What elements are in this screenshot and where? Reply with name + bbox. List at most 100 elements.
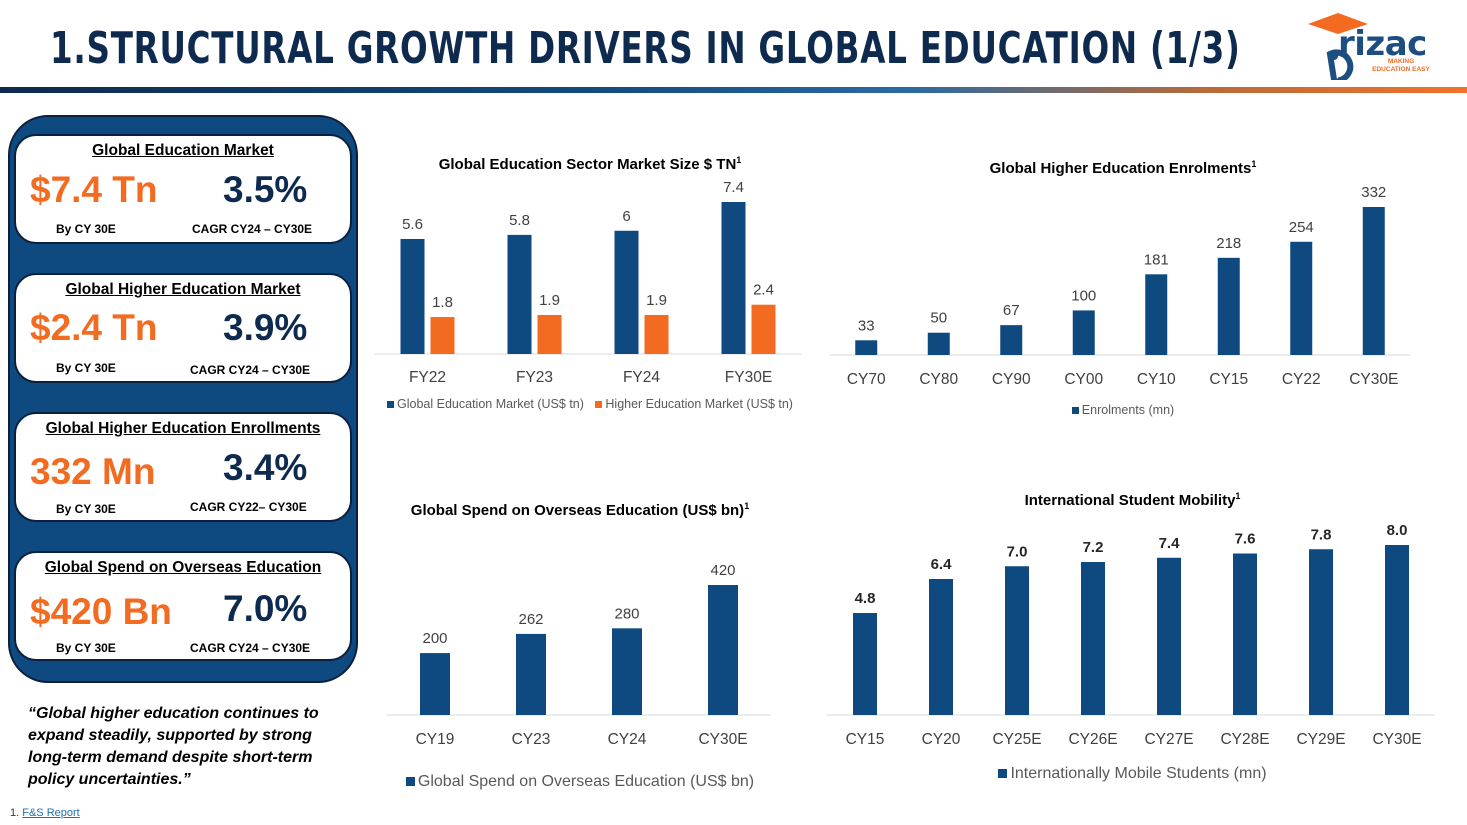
data-label: 5.8 [509,212,530,229]
legend-item: Global Education Market (US$ tn) [387,397,584,411]
category-tick-label: CY30E [1372,731,1421,748]
kpi-cagr: 3.5% [223,169,308,210]
company-logo: rizac MAKING EDUCATION EASY [1300,10,1450,94]
data-label: 7.4 [1159,535,1181,552]
data-label: 100 [1071,287,1096,304]
bar [400,238,425,354]
bar [1362,207,1385,355]
kpi-sub-right: CAGR CY24 – CY30E [190,641,311,655]
data-label: 4.8 [855,590,876,607]
kpi-card-higher-education-market: Global Higher Education Market $2.4 Tn 3… [14,273,352,383]
category-tick-label: CY25E [992,731,1041,748]
category-tick-label: CY27E [1144,731,1193,748]
category-tick-label: CY20 [922,731,961,748]
footnote-number: 1. [10,807,20,819]
legend-item: Higher Education Market (US$ tn) [595,397,793,411]
legend-item: Internationally Mobile Students (mn) [998,765,1267,782]
chart-title-footnote: 1 [1235,491,1241,501]
category-tick-label: FY30E [725,369,772,386]
chart-education-market-size: Global Education Sector Market Size $ TN… [370,148,810,428]
legend-label: Global Education Market (US$ tn) [397,397,584,411]
chart-title: Global Spend on Overseas Education (US$ … [385,496,775,521]
title-divider [0,87,1467,93]
kpi-title: Global Higher Education Enrollments [45,420,321,437]
data-label: 254 [1289,219,1314,236]
category-tick-label: CY00 [1064,371,1103,388]
bar [721,202,746,354]
bar [430,317,455,354]
category-tick-label: CY24 [608,731,647,748]
data-label: 1.9 [539,292,560,309]
kpi-title: Global Spend on Overseas Education [44,559,322,576]
kpi-sub-right: CAGR CY24 – CY30E [192,222,313,236]
data-label: 262 [518,611,543,628]
logo-tagline-line2: EDUCATION EASY [1372,66,1430,73]
category-tick-label: CY90 [992,371,1031,388]
chart-higher-education-enrolments: Global Higher Education Enrolments1 33 CY… [828,152,1418,427]
category-tick-label: CY22 [1282,371,1321,388]
category-tick-label: CY19 [416,731,455,748]
category-tick-label: CY28E [1220,731,1269,748]
kpi-value: 332 Mn [30,451,156,492]
kpi-value: $420 Bn [30,591,172,632]
data-label: 200 [422,630,447,647]
data-label: 7.8 [1311,526,1332,543]
footnote-source-link[interactable]: F&S Report [22,807,80,819]
legend-swatch [595,401,603,408]
logo-tagline: MAKING EDUCATION EASY [1366,58,1436,74]
kpi-card-education-market: Global Education Market $7.4 Tn 3.5% By … [14,134,352,244]
bar [537,314,562,354]
bar [708,585,738,715]
category-tick-label: CY30E [1349,371,1398,388]
data-label: 332 [1361,184,1386,201]
logo-tagline-line1: MAKING [1387,58,1415,65]
category-tick-label: CY23 [512,731,551,748]
legend-label: Enrolments (mn) [1081,403,1175,417]
kpi-sub-left: By CY 30E [56,641,116,655]
page-title: 1.STRUCTURAL GROWTH DRIVERS IN GLOBAL ED… [50,23,1241,74]
bar [1385,545,1409,715]
chart-student-mobility: International Student Mobility1 4.8 CY15 6… [825,484,1440,789]
kpi-cagr: 3.9% [223,307,308,348]
legend-swatch [405,777,415,786]
data-label: 7.4 [723,179,744,196]
kpi-cagr: 7.0% [223,588,308,629]
bar [507,234,532,354]
data-label: 1.9 [646,292,667,309]
bar [1233,553,1257,715]
kpi-sub-right: CAGR CY22– CY30E [190,500,307,514]
chart-legend: Enrolments (mn) [828,403,1418,417]
legend-swatch [1071,407,1079,414]
legend-label: Higher Education Market (US$ tn) [605,397,793,411]
category-tick-label: CY29E [1296,731,1345,748]
bar [644,314,669,354]
bar [1145,274,1168,355]
chart-plot: 4.8 CY15 6.4 CY20 7.0 CY25E 7.2 CY26E 7.4 CY27E 7.… [827,522,1435,748]
category-tick-label: CY15 [846,731,885,748]
kpi-sub-left: By CY 30E [56,502,116,516]
legend-item: Enrolments (mn) [1071,403,1175,417]
kpi-value: $7.4 Tn [30,169,158,210]
bar [1290,241,1313,355]
category-tick-label: CY10 [1137,371,1176,388]
bar [612,628,642,715]
chart-title-text: Global Education Sector Market Size $ TN [438,156,737,173]
data-label: 67 [1003,302,1020,319]
chart-title: Global Higher Education Enrolments1 [828,154,1418,179]
data-label: 33 [858,317,875,334]
chart-title-footnote: 1 [736,155,742,165]
kpi-card-overseas-spend: Global Spend on Overseas Education $420 … [14,551,352,661]
bar [1217,257,1240,355]
bar [1005,566,1029,715]
bar [1072,310,1095,355]
bar [751,304,776,354]
chart-legend: Global Spend on Overseas Education (US$ … [385,773,775,791]
kpi-value: $2.4 Tn [30,307,158,348]
kpi-sub-left: By CY 30E [56,222,116,236]
data-label: 280 [614,605,639,622]
data-label: 218 [1216,235,1241,252]
bar [855,340,878,355]
quote-text: “Global higher education continues to ex… [28,705,319,788]
bar [1000,325,1023,355]
chart-legend: Internationally Mobile Students (mn) [825,765,1440,783]
